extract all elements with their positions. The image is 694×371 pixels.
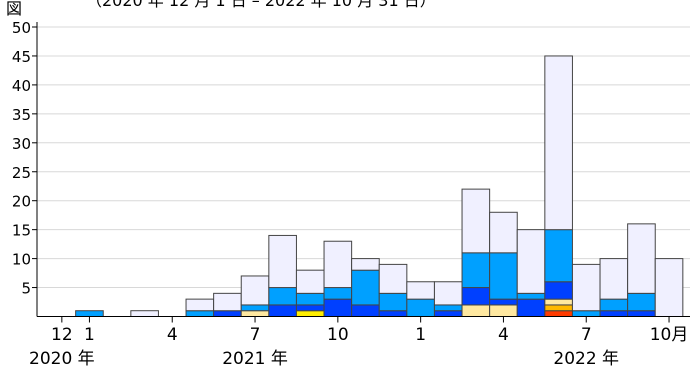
x-axis: 12 1 4 7 10 1 4 7 10月 2020 年 2021 年 2022 年 xyxy=(29,316,690,369)
x-tick-label: 1 xyxy=(84,325,95,345)
bar-segment xyxy=(378,310,408,317)
y-tick-label: 45 xyxy=(12,48,31,66)
bar-segment xyxy=(295,292,325,306)
x-tick-label: 7 xyxy=(250,325,261,345)
bar-segment xyxy=(351,269,380,306)
bar-segment xyxy=(544,55,573,231)
y-tick-label: 5 xyxy=(21,280,31,298)
bar-segment xyxy=(268,304,297,318)
y-axis: 5 10 15 20 25 30 35 40 45 50 xyxy=(12,19,38,317)
bar-segment xyxy=(240,304,270,312)
bar-segment xyxy=(461,252,491,289)
bar-segment xyxy=(489,298,518,306)
year-label: 2020 年 xyxy=(29,349,95,369)
y-tick-label: 30 xyxy=(12,135,31,153)
x-tick-label: 10 xyxy=(327,325,349,345)
bar-segment xyxy=(295,269,325,294)
bar-segment xyxy=(599,310,629,317)
bar-segment xyxy=(599,258,629,300)
bar-segment xyxy=(323,287,353,300)
y-tick-label: 40 xyxy=(12,77,31,95)
bar-segment xyxy=(433,304,463,312)
bar-segment xyxy=(461,287,491,306)
bar-segment xyxy=(489,211,518,254)
bar-segment xyxy=(268,287,297,306)
x-tick-label: 4 xyxy=(167,325,178,345)
bar-segment xyxy=(323,240,353,289)
bar-segment xyxy=(433,281,463,306)
bar-segment xyxy=(295,304,325,312)
bar-segment xyxy=(516,298,546,318)
bar-segment xyxy=(571,310,601,317)
x-tick-label: 10月 xyxy=(650,325,689,345)
gridlines xyxy=(37,26,690,289)
x-tick-label: 1 xyxy=(415,325,426,345)
y-tick-label: 20 xyxy=(12,193,31,211)
bar-segment xyxy=(351,304,380,318)
y-tick-label: 15 xyxy=(12,222,31,240)
bar-segment xyxy=(461,304,491,318)
bar-segment xyxy=(461,188,491,254)
x-tick-label: 12 xyxy=(51,325,73,345)
bar-segment xyxy=(213,292,242,312)
bar-segment xyxy=(544,310,573,317)
bar-segment xyxy=(654,258,684,318)
bar-segment xyxy=(544,281,573,300)
bar-segment xyxy=(75,310,104,317)
bar-segment xyxy=(433,310,463,317)
bar-segment xyxy=(185,310,215,317)
bar-segment xyxy=(489,252,518,300)
bar-segment xyxy=(185,298,215,312)
bar-segment xyxy=(516,292,546,300)
bar-segment xyxy=(213,310,242,317)
bar-segment xyxy=(295,310,325,317)
bar-segment xyxy=(240,310,270,317)
bar-segment xyxy=(268,234,297,289)
bar-segment xyxy=(544,229,573,283)
year-label: 2021 年 xyxy=(222,349,288,369)
bar-segment xyxy=(544,304,573,312)
bar-segment xyxy=(571,263,601,312)
period-label: （2020 年 12 月 1 日 – 2022 年 10 月 31 日） xyxy=(86,0,436,10)
bar-segment xyxy=(489,304,518,318)
bar-segment xyxy=(323,298,353,318)
bar-segment xyxy=(351,258,380,271)
bar-segment xyxy=(516,229,546,294)
y-tick-label: 10 xyxy=(12,251,31,269)
y-tick-label: 25 xyxy=(12,164,31,182)
y-tick-label: 50 xyxy=(12,19,31,37)
bar-segment xyxy=(240,275,270,306)
bar-segment xyxy=(627,292,656,312)
x-tick-label: 4 xyxy=(498,325,509,345)
bar-segment xyxy=(130,310,159,317)
x-tick-label: 7 xyxy=(581,325,592,345)
bar-segment xyxy=(378,292,408,312)
figure-label: 図 xyxy=(6,0,22,18)
bar-segment xyxy=(544,298,573,306)
bar-segment xyxy=(406,298,435,318)
bar-segment xyxy=(378,263,408,294)
bar-segment xyxy=(599,298,629,312)
y-tick-label: 35 xyxy=(12,106,31,124)
bar-segment xyxy=(627,223,656,294)
bars xyxy=(75,55,684,318)
bar-segment xyxy=(406,281,435,300)
year-label: 2022 年 xyxy=(553,349,619,369)
bar-segment xyxy=(627,310,656,317)
